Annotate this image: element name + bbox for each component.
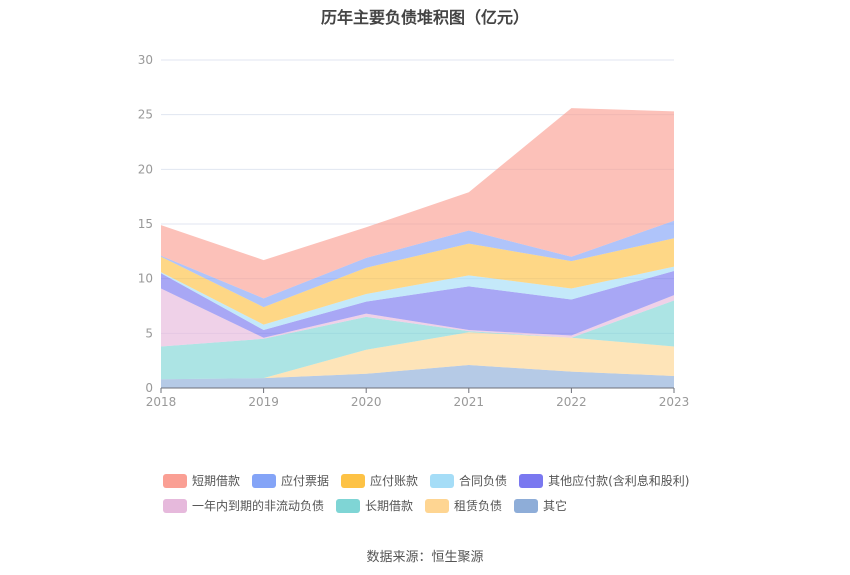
area-series-6 bbox=[161, 238, 674, 325]
y-tick-label: 20 bbox=[138, 162, 153, 176]
x-tick-label: 2019 bbox=[248, 395, 279, 409]
stacked-area-chart: 0 5 10 15 20 25 30 2018 2019 2020 2021 2022 2023 bbox=[138, 53, 690, 409]
legend-item[interactable]: 租赁负债 bbox=[425, 497, 502, 514]
y-tick-label: 15 bbox=[138, 217, 153, 231]
legend: 短期借款 应付票据 应付账款 合同负债 其他应付款(含利息和股利) 一年内到期的非流动负债… bbox=[163, 472, 723, 522]
legend-item[interactable]: 其他应付款(含利息和股利) bbox=[519, 472, 689, 489]
legend-item[interactable]: 应付票据 bbox=[252, 472, 329, 489]
area-series-8 bbox=[161, 108, 674, 299]
legend-label: 其他应付款(含利息和股利) bbox=[548, 474, 690, 488]
legend-swatch bbox=[341, 473, 366, 488]
legend-item[interactable]: 应付账款 bbox=[341, 472, 418, 489]
y-tick-label: 5 bbox=[145, 326, 153, 340]
y-tick-label: 0 bbox=[145, 381, 153, 395]
legend-label: 应付账款 bbox=[370, 474, 419, 488]
x-tick-label: 2023 bbox=[659, 395, 690, 409]
legend-swatch bbox=[430, 473, 455, 488]
legend-label: 长期借款 bbox=[365, 499, 414, 513]
legend-swatch bbox=[163, 473, 187, 488]
legend-swatch bbox=[519, 473, 544, 488]
x-tick-label: 2022 bbox=[556, 395, 587, 409]
chart-title: 历年主要负债堆积图（亿元） bbox=[320, 8, 529, 27]
area-series-5 bbox=[161, 266, 674, 331]
legend-item[interactable]: 一年内到期的非流动负债 bbox=[163, 497, 324, 514]
legend-item[interactable]: 短期借款 bbox=[163, 472, 240, 489]
legend-label: 短期借款 bbox=[192, 474, 241, 488]
legend-swatch bbox=[336, 498, 361, 513]
legend-row: 一年内到期的非流动负债 长期借款 租赁负债 其它 bbox=[163, 497, 723, 514]
legend-row: 短期借款 应付票据 应付账款 合同负债 其他应付款(含利息和股利) bbox=[163, 472, 723, 489]
x-tick-label: 2021 bbox=[454, 395, 485, 409]
legend-label: 合同负债 bbox=[459, 474, 508, 488]
area-series-3 bbox=[161, 288, 674, 347]
y-tick-label: 25 bbox=[138, 108, 153, 122]
x-tick-label: 2018 bbox=[146, 395, 177, 409]
area-series-2 bbox=[161, 300, 674, 380]
area-series-1 bbox=[161, 332, 674, 380]
data-source: 数据来源：恒生聚源 bbox=[366, 550, 484, 565]
area-series-0 bbox=[161, 365, 674, 388]
legend-swatch bbox=[514, 498, 539, 513]
legend-item[interactable]: 合同负债 bbox=[430, 472, 507, 489]
legend-label: 应付票据 bbox=[281, 474, 330, 488]
y-tick-label: 30 bbox=[138, 53, 153, 67]
y-tick-label: 10 bbox=[138, 272, 153, 286]
area-series-4 bbox=[161, 271, 674, 338]
legend-swatch bbox=[252, 473, 277, 488]
legend-label: 租赁负债 bbox=[454, 499, 503, 513]
legend-label: 其它 bbox=[543, 499, 568, 513]
legend-item[interactable]: 其它 bbox=[514, 497, 567, 514]
legend-label: 一年内到期的非流动负债 bbox=[192, 499, 325, 513]
x-tick-label: 2020 bbox=[351, 395, 382, 409]
legend-item[interactable]: 长期借款 bbox=[336, 497, 413, 514]
legend-swatch bbox=[425, 498, 450, 513]
legend-swatch bbox=[163, 498, 187, 513]
